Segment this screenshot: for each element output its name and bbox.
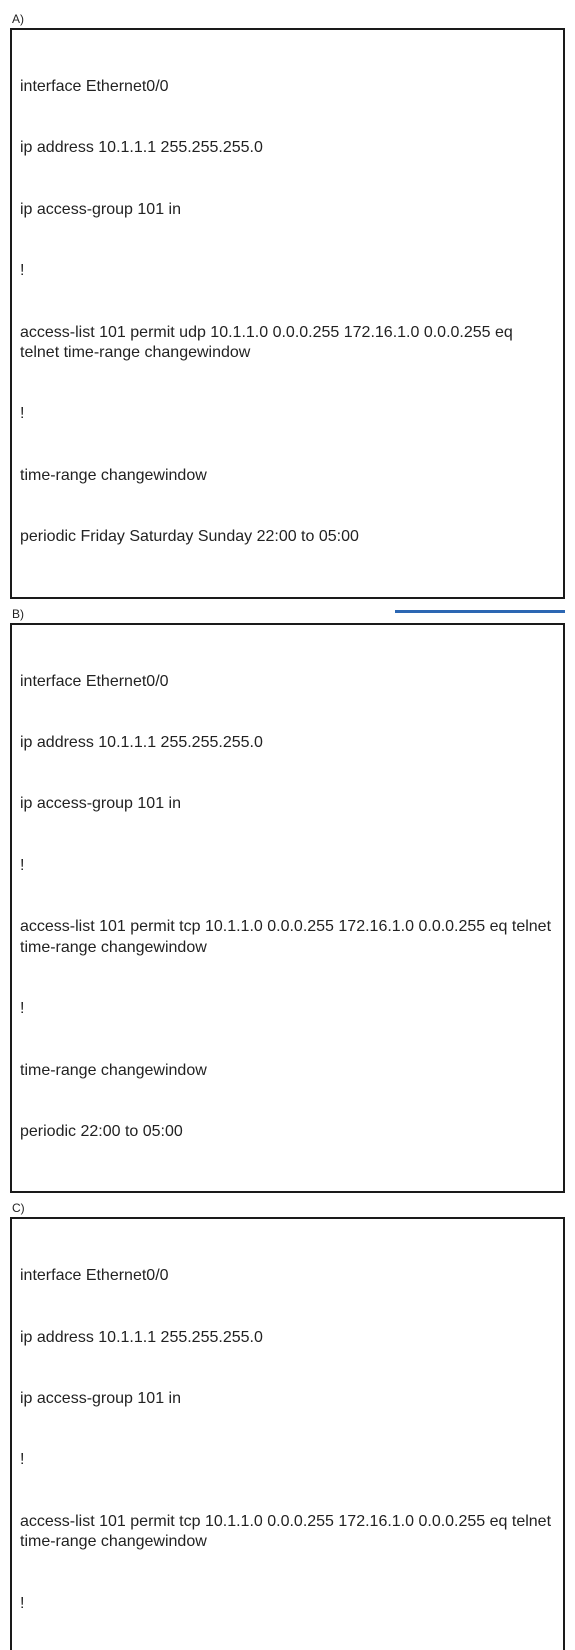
config-line: ! <box>20 261 555 281</box>
option-box-a: interface Ethernet0/0 ip address 10.1.1.… <box>10 28 565 599</box>
config-line: ! <box>20 1594 555 1614</box>
config-line: interface Ethernet0/0 <box>20 77 555 97</box>
config-line: ip address 10.1.1.1 255.255.255.0 <box>20 733 555 753</box>
config-line: time-range changewindow <box>20 1061 555 1081</box>
config-line: access-list 101 permit udp 10.1.1.0 0.0.… <box>20 323 555 364</box>
config-line: ip access-group 101 in <box>20 200 555 220</box>
accent-line <box>395 610 565 613</box>
config-line: ! <box>20 999 555 1019</box>
config-line: time-range changewindow <box>20 466 555 486</box>
config-line: ! <box>20 856 555 876</box>
config-line: ip access-group 101 in <box>20 1389 555 1409</box>
option-label-a: A) <box>12 12 565 26</box>
config-line: ip address 10.1.1.1 255.255.255.0 <box>20 1328 555 1348</box>
config-line: interface Ethernet0/0 <box>20 1266 555 1286</box>
config-line: ! <box>20 404 555 424</box>
config-line: ip address 10.1.1.1 255.255.255.0 <box>20 138 555 158</box>
option-label-c: C) <box>12 1201 565 1215</box>
config-line: ip access-group 101 in <box>20 794 555 814</box>
config-line: access-list 101 permit tcp 10.1.1.0 0.0.… <box>20 917 555 958</box>
config-line: access-list 101 permit tcp 10.1.1.0 0.0.… <box>20 1512 555 1553</box>
option-box-b: interface Ethernet0/0 ip address 10.1.1.… <box>10 623 565 1194</box>
config-line: periodic 22:00 to 05:00 <box>20 1122 555 1142</box>
config-line: ! <box>20 1450 555 1470</box>
config-line: periodic Friday Saturday Sunday 22:00 to… <box>20 527 555 547</box>
option-box-c: interface Ethernet0/0 ip address 10.1.1.… <box>10 1217 565 1650</box>
config-line: interface Ethernet0/0 <box>20 672 555 692</box>
question-options-container: A) interface Ethernet0/0 ip address 10.1… <box>0 0 575 1650</box>
